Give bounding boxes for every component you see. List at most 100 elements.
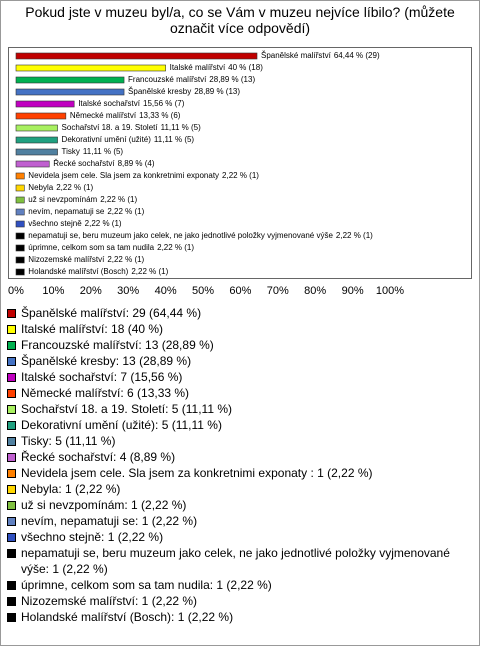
bar-label: Řecké sochařství 8,89 % (4) — [53, 159, 155, 168]
bar-label: Italské malířství 40 % (18) — [170, 63, 264, 72]
value-label: 13,33 % (6) — [139, 111, 181, 120]
legend-item: už si nevzpomínám: 1 (2,22 %) — [6, 497, 468, 513]
legend-label: Nebyla: 1 (2,22 %) — [21, 482, 121, 496]
bar — [15, 184, 25, 192]
x-tick-label: 30% — [117, 285, 139, 297]
legend-item: Dekorativní umění (užité): 5 (11,11 %) — [6, 417, 468, 433]
legend-swatch — [7, 453, 16, 462]
bar-label: Italské sochařství 15,56 % (7) — [78, 99, 185, 108]
legend-swatch — [7, 389, 16, 398]
legend-label: už si nevzpomínám: 1 (2,22 %) — [21, 498, 187, 512]
legend-item: Španělské kresby: 13 (28,89 %) — [6, 353, 468, 369]
legend-item: Francouzské malířství: 13 (28,89 %) — [6, 337, 468, 353]
value-label: 15,56 % (7) — [143, 99, 185, 108]
bar-label: všechno stejně 2,22 % (1) — [28, 219, 122, 228]
bar-category: Holandské malířství (Bosch) — [28, 267, 128, 276]
legend-label: úprimne, celkom som sa tam nudila: 1 (2,… — [21, 578, 272, 592]
legend-item: Nevidela jsem cele. Sla jsem za konkretn… — [6, 465, 468, 481]
legend-label: všechno stejně: 1 (2,22 %) — [21, 530, 164, 544]
bar-category: úprimne, celkom som sa tam nudila — [28, 243, 154, 252]
bar — [15, 112, 67, 120]
bar-label: Francouzské malířství 28,89 % (13) — [128, 75, 255, 84]
value-label: 2,22 % (1) — [222, 171, 259, 180]
legend-swatch — [7, 309, 16, 318]
value-label: 28,89 % (13) — [194, 87, 240, 96]
legend-item: Italské malířství: 18 (40 %) — [6, 321, 468, 337]
legend-swatch — [7, 549, 16, 558]
legend: Španělské malířství: 29 (64,44 %) Italské… — [6, 305, 468, 625]
bar — [15, 196, 25, 204]
value-label: 8,89 % (4) — [118, 159, 155, 168]
legend-label: Nevidela jsem cele. Sla jsem za konkretn… — [21, 466, 373, 480]
legend-item: Holandské malířství (Bosch): 1 (2,22 %) — [6, 609, 468, 625]
legend-swatch — [7, 501, 16, 510]
legend-swatch — [7, 613, 16, 622]
bar-label: Sochařství 18. a 19. Století 11,11 % (5) — [62, 123, 202, 132]
bar-category: Španělské kresby — [128, 87, 191, 96]
legend-label: Italské malířství: 18 (40 %) — [21, 322, 164, 336]
chart-title: Pokud jste v muzeu byl/a, co se Vám v mu… — [25, 4, 455, 36]
bar — [15, 124, 58, 132]
legend-swatch — [7, 485, 16, 494]
bar-category: Nizozemské malířství — [28, 255, 105, 264]
value-label: 11,11 % (5) — [83, 147, 124, 156]
legend-swatch — [7, 405, 16, 414]
x-tick-label: 0% — [8, 285, 24, 297]
legend-swatch — [7, 341, 16, 350]
legend-swatch — [7, 325, 16, 334]
value-label: 2,22 % (1) — [85, 219, 122, 228]
x-tick-label: 10% — [42, 285, 64, 297]
bar — [15, 148, 58, 156]
value-label: 28,89 % (13) — [209, 75, 255, 84]
value-label: 64,44 % (29) — [334, 51, 380, 60]
value-label: 2,22 % (1) — [131, 267, 168, 276]
bar — [15, 268, 25, 276]
bar-category: Italské malířství — [170, 63, 226, 72]
legend-swatch — [7, 357, 16, 366]
legend-label: Francouzské malířství: 13 (28,89 %) — [21, 338, 214, 352]
bar-label: Nizozemské malířství 2,22 % (1) — [28, 255, 144, 264]
bar-label: úprimne, celkom som sa tam nudila 2,22 % … — [28, 243, 194, 252]
legend-item: Sochařství 18. a 19. Století: 5 (11,11 %… — [6, 401, 468, 417]
legend-swatch — [7, 421, 16, 430]
bar — [15, 88, 125, 96]
bar — [15, 232, 25, 240]
legend-label: Holandské malířství (Bosch): 1 (2,22 %) — [21, 610, 234, 624]
legend-swatch — [7, 469, 16, 478]
value-label: 2,22 % (1) — [157, 243, 194, 252]
bar-category: Francouzské malířství — [128, 75, 207, 84]
value-label: 11,11 % (5) — [161, 123, 202, 132]
bar-label: nevím, nepamatuji se 2,22 % (1) — [28, 207, 144, 216]
legend-item: nepamatuji se, beru muzeum jako celek, n… — [6, 545, 468, 577]
bar-category: Nebyla — [28, 183, 53, 192]
bar-label: Španělské malířství 64,44 % (29) — [261, 51, 380, 60]
legend-label: Německé malířství: 6 (13,33 %) — [21, 386, 190, 400]
legend-item: Nizozemské malířství: 1 (2,22 %) — [6, 593, 468, 609]
value-label: 2,22 % (1) — [107, 207, 144, 216]
bar-category: Španělské malířství — [261, 51, 332, 60]
title-box: Pokud jste v muzeu byl/a, co se Vám v mu… — [25, 4, 455, 36]
legend-swatch — [7, 437, 16, 446]
value-label: 2,22 % (1) — [336, 231, 373, 240]
legend-swatch — [7, 581, 16, 590]
bar-category: Sochařství 18. a 19. Století — [62, 123, 159, 132]
x-tick-label: 20% — [80, 285, 102, 297]
bar — [15, 52, 258, 60]
legend-item: Nebyla: 1 (2,22 %) — [6, 481, 468, 497]
x-tick-label: 60% — [229, 285, 251, 297]
bar-label: Nevidela jsem cele. Sla jsem za konkretn… — [28, 171, 259, 180]
bar-label: Dekorativní umění (užité) 11,11 % (5) — [62, 135, 195, 144]
bar — [15, 100, 75, 108]
legend-item: Španělské malířství: 29 (64,44 %) — [6, 305, 468, 321]
legend-label: Nizozemské malířství: 1 (2,22 %) — [21, 594, 198, 608]
legend-label: Řecké sochařství: 4 (8,89 %) — [21, 450, 176, 464]
bar-category: všechno stejně — [28, 219, 82, 228]
bar-label: Tisky 11,11 % (5) — [62, 147, 124, 156]
x-tick-label: 40% — [155, 285, 177, 297]
bar-category: nepamatuji se, beru muzeum jako celek, n… — [28, 231, 333, 240]
legend-item: nevím, nepamatuji se: 1 (2,22 %) — [6, 513, 468, 529]
bar — [15, 136, 58, 144]
value-label: 2,22 % (1) — [56, 183, 93, 192]
legend-swatch — [7, 373, 16, 382]
legend-label: Italské sochařství: 7 (15,56 %) — [21, 370, 183, 384]
